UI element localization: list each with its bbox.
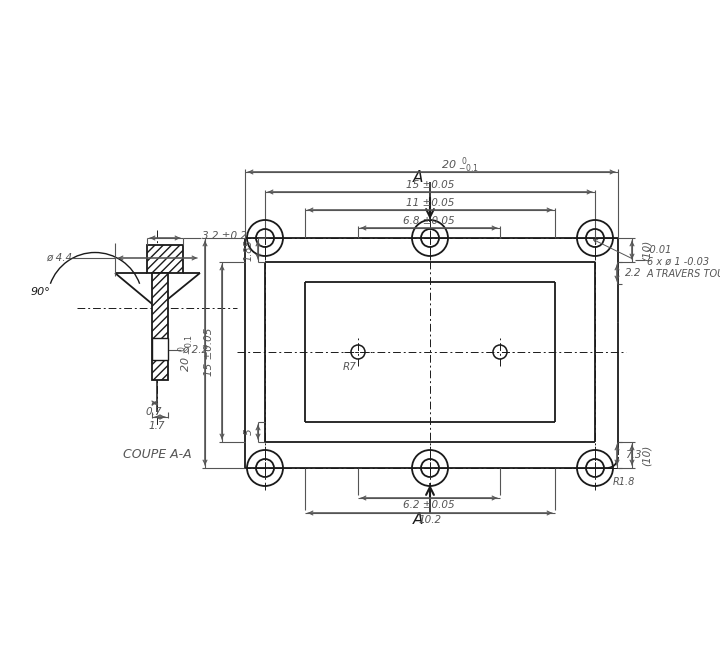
Text: 6 x ø 1 -0.03: 6 x ø 1 -0.03 [647,257,709,267]
Text: R7: R7 [343,362,357,372]
Text: 2.2: 2.2 [625,268,642,278]
Bar [147,245,183,273]
Bar [152,273,168,380]
Text: (10): (10) [642,444,652,465]
Text: -0.01: -0.01 [647,245,672,255]
Text: 6.2 ±0.05: 6.2 ±0.05 [403,500,455,510]
Text: 15 ±0.05: 15 ±0.05 [204,328,214,376]
Text: 90°: 90° [30,287,50,297]
Text: R1.8: R1.8 [613,477,635,487]
Text: (10): (10) [642,240,652,261]
Text: 1.7: 1.7 [149,421,166,431]
Text: A: A [413,513,423,527]
Text: A: A [413,170,423,185]
Text: 10.2: 10.2 [418,515,441,525]
Text: 1.85: 1.85 [244,239,254,261]
Bar [607,455,620,468]
Text: 11 ±0.05: 11 ±0.05 [406,198,454,208]
Text: COUPE A-A: COUPE A-A [122,449,192,461]
Text: ø 2.2: ø 2.2 [182,345,208,355]
Text: 0.7: 0.7 [145,407,162,417]
Bar [147,245,183,273]
Text: 15 ±0.05: 15 ±0.05 [406,180,454,190]
Text: 6.8 ±0.05: 6.8 ±0.05 [403,216,455,226]
Text: A TRAVERS TOUT: A TRAVERS TOUT [647,269,720,279]
Bar [152,338,168,360]
Text: 7.3: 7.3 [625,450,642,460]
Text: 20 $^{\ 0}_{-0.1}$: 20 $^{\ 0}_{-0.1}$ [441,155,479,175]
Text: 3.2 ±0.2: 3.2 ±0.2 [202,231,247,241]
Bar [152,273,168,380]
Text: 20 $^{\ 0}_{-0.1}$: 20 $^{\ 0}_{-0.1}$ [176,334,196,372]
Text: ø 4.4: ø 4.4 [46,253,72,263]
Text: 5: 5 [244,429,254,436]
